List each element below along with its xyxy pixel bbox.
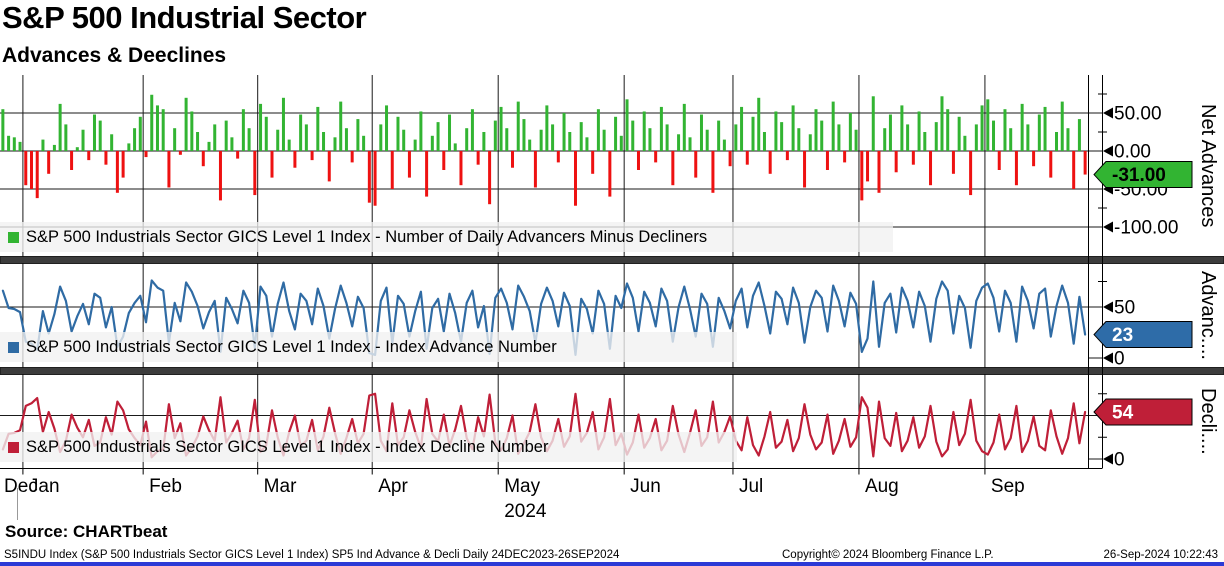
x-axis-month-label: Dec	[4, 476, 38, 497]
page-subtitle: Advances & Deeclines	[2, 44, 227, 67]
legend-advance-number: S&P 500 Industrials Sector GICS Level 1 …	[0, 332, 737, 362]
x-axis-month-label: Jan	[29, 476, 60, 497]
legend-decline-number: S&P 500 Industrials Sector GICS Level 1 …	[0, 432, 737, 462]
last-value-badge-advance_number: 23	[1093, 321, 1193, 349]
panel-divider	[0, 367, 1224, 375]
panel-divider	[0, 256, 1224, 264]
x-axis-month-label: Apr	[378, 476, 408, 497]
legend-label-decline-number: S&P 500 Industrials Sector GICS Level 1 …	[26, 437, 549, 456]
footer-ticker-description: S5INDU Index (S&P 500 Industrials Sector…	[4, 549, 620, 561]
footer-timestamp: 26-Sep-2024 10:22:43	[1103, 549, 1218, 561]
legend-label-advance-number: S&P 500 Industrials Sector GICS Level 1 …	[26, 337, 557, 356]
panel-title-declines: Decli....	[1197, 388, 1219, 455]
svg-text:-31.00: -31.00	[1112, 165, 1166, 186]
legend-swatch-blue-icon	[8, 341, 19, 353]
svg-text:0: 0	[1114, 349, 1125, 370]
legend-swatch-green-icon	[8, 231, 19, 243]
net-advances-bars	[1, 94, 1087, 206]
svg-text:50.00: 50.00	[1114, 104, 1162, 125]
svg-text:23: 23	[1112, 325, 1133, 346]
panel-title-advances: Advanc....	[1197, 271, 1219, 360]
svg-text:0.00: 0.00	[1114, 142, 1151, 163]
source-line: Source: CHARTbeat	[5, 522, 168, 541]
legend-label-net-advances: S&P 500 Industrials Sector GICS Level 1 …	[26, 227, 708, 246]
x-axis-month-label: May	[504, 476, 540, 497]
x-axis-month-label: Jul	[739, 476, 763, 497]
svg-text:0: 0	[1114, 450, 1125, 471]
advance_number-line	[1, 279, 1087, 356]
page-title: S&P 500 Industrial Sector	[2, 0, 367, 35]
panel-title-net-advances: Net Advances	[1197, 103, 1219, 228]
legend-swatch-crimson-icon	[8, 441, 19, 453]
footer-copyright: Copyright© 2024 Bloomberg Finance L.P.	[782, 549, 994, 561]
x-axis-month-label: Aug	[865, 476, 899, 497]
last-value-badge-net_advances: -31.00	[1093, 161, 1193, 189]
footer-bar	[0, 562, 1224, 566]
last-value-badge-decline_number: 54	[1093, 398, 1193, 426]
x-axis-month-label: Jun	[630, 476, 661, 497]
x-axis-month-label: Feb	[149, 476, 182, 497]
x-axis-month-label: Mar	[264, 476, 297, 497]
legend-net-advances: S&P 500 Industrials Sector GICS Level 1 …	[0, 222, 893, 252]
x-axis-year-label: 2024	[504, 501, 547, 522]
svg-text:50: 50	[1114, 298, 1135, 319]
svg-text:54: 54	[1112, 403, 1134, 424]
x-axis-month-label: Sep	[991, 476, 1025, 497]
svg-text:-100.00: -100.00	[1114, 218, 1178, 239]
